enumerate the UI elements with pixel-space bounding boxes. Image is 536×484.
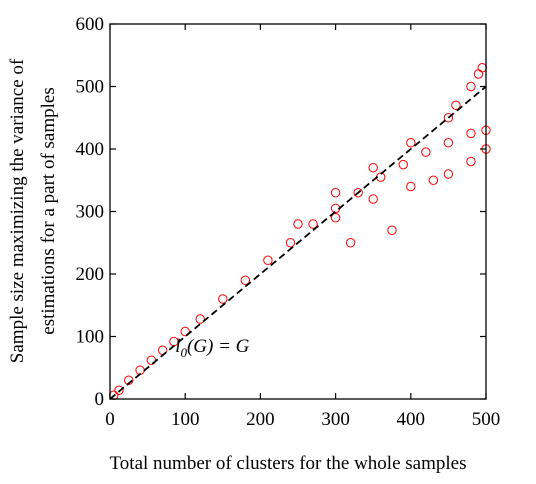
y-tick-label: 100 bbox=[76, 327, 105, 348]
scatter-point bbox=[114, 385, 124, 395]
scatter-point bbox=[466, 81, 476, 92]
annotation-rest: (G) = G bbox=[187, 336, 250, 357]
plot-marks bbox=[109, 63, 491, 400]
annotation-base: l bbox=[175, 336, 180, 357]
y-tick-label: 200 bbox=[76, 264, 105, 285]
axis-ticks: 0 100 200 300 400 500 0 100 200 300 400 500 600 bbox=[76, 14, 501, 430]
scatter-point bbox=[263, 255, 273, 265]
y-tick-label: 300 bbox=[76, 202, 105, 223]
scatter-point bbox=[421, 147, 431, 157]
x-tick-label: 400 bbox=[397, 409, 426, 430]
scatter-point bbox=[368, 194, 378, 204]
scatter-point bbox=[368, 163, 378, 173]
y-tick-label: 400 bbox=[76, 139, 105, 160]
scatter-point bbox=[180, 326, 190, 337]
annotation-subscript: 0 bbox=[180, 345, 187, 360]
x-axis-label: Total number of clusters for the whole s… bbox=[110, 453, 467, 474]
scatter-point bbox=[473, 69, 484, 79]
scatter-point bbox=[345, 238, 356, 248]
x-tick-label: 100 bbox=[171, 409, 200, 430]
scatter-point bbox=[451, 100, 461, 110]
scatter-point bbox=[466, 128, 476, 139]
x-tick-label: 0 bbox=[105, 409, 115, 430]
scatter-point bbox=[218, 294, 228, 304]
reference-line-l0-equals-g bbox=[109, 85, 487, 400]
scatter-point bbox=[240, 275, 251, 285]
x-tick-label: 500 bbox=[472, 409, 501, 430]
x-tick-label: 200 bbox=[246, 409, 275, 430]
scatter-point bbox=[477, 63, 487, 73]
scatter-point bbox=[443, 138, 454, 148]
plot-frame bbox=[109, 23, 487, 400]
scatter-point bbox=[308, 219, 318, 229]
scatter-point bbox=[406, 138, 416, 148]
y-tick-label: 500 bbox=[76, 77, 105, 98]
scatter-point bbox=[466, 156, 476, 167]
x-tick-label: 300 bbox=[321, 409, 350, 430]
scatter-point bbox=[293, 219, 303, 229]
y-axis-label-line-2: estimations for a part of samples bbox=[38, 87, 59, 334]
scatter-point bbox=[398, 159, 408, 170]
y-axis-label: Sample size maximizing the variance of e… bbox=[7, 58, 59, 363]
y-tick-label: 0 bbox=[95, 389, 105, 410]
reference-line-annotation: l0(G) = G bbox=[175, 336, 249, 360]
scatter-point bbox=[353, 188, 363, 198]
y-tick-label: 600 bbox=[76, 14, 105, 35]
scatter-point bbox=[443, 113, 454, 123]
scatter-point bbox=[443, 169, 454, 179]
scatter-point bbox=[195, 314, 205, 324]
scatter-point bbox=[285, 238, 296, 248]
scatter-point bbox=[330, 188, 341, 198]
scatter-point bbox=[387, 225, 397, 235]
scatter-point bbox=[330, 213, 341, 223]
y-axis-label-line-1: Sample size maximizing the variance of bbox=[7, 58, 28, 363]
scatter-point bbox=[428, 175, 439, 185]
scatter-point bbox=[406, 181, 416, 192]
